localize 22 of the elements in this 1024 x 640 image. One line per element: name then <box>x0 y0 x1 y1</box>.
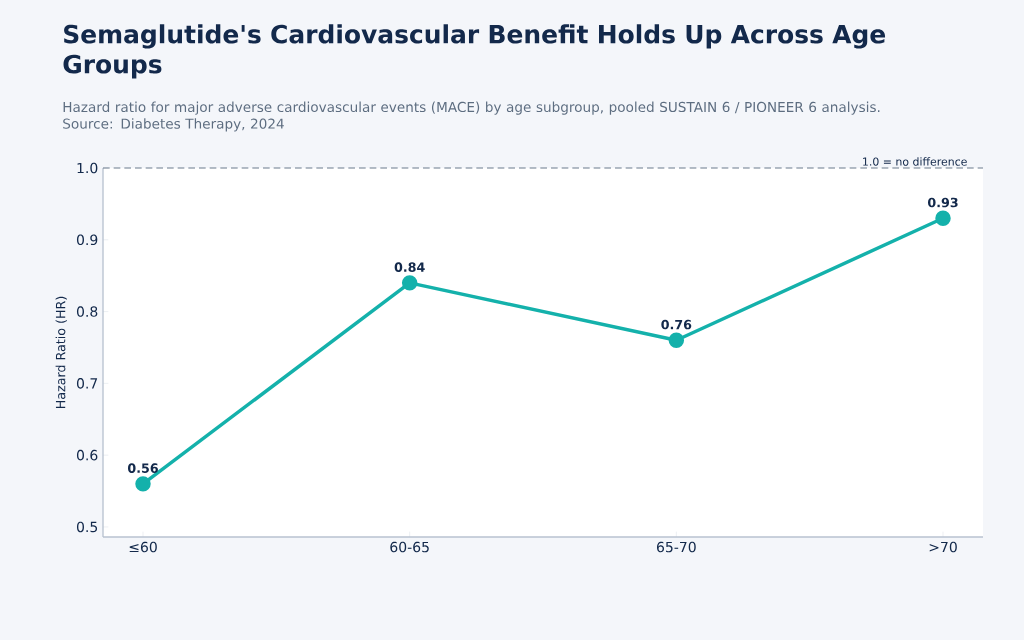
y-axis-title: Hazard Ratio (HR) <box>55 296 67 409</box>
data-label: 0.76 <box>661 319 692 330</box>
y-tick-label: 0.8 <box>76 306 98 317</box>
x-tick-label: ≤60 <box>129 541 157 553</box>
point <box>401 275 418 291</box>
data-label: 0.84 <box>394 262 425 272</box>
x-tick-label: 60-65 <box>390 541 429 553</box>
y-tick-label: 1.0 <box>77 162 98 174</box>
point <box>668 332 685 349</box>
chart-title: Semaglutide's Cardiovascular Benefit Holds Up Across Age Groups <box>63 24 886 79</box>
y-tick-label: 0.9 <box>76 234 98 246</box>
point <box>135 476 151 492</box>
x-tick-label: >70 <box>929 541 957 553</box>
y-tick-label: 0.5 <box>76 521 98 533</box>
point <box>935 210 951 226</box>
x-tick-label: 65-70 <box>656 541 696 553</box>
y-tick-label: 0.6 <box>76 449 98 461</box>
chart-subtitle: Hazard ratio for major adverse cardiovascular events (MACE) by age subgroup, pooled SUSTAIN 6 / PIONEER 6 analysis. Source: Diabetes Therapy, 2024 <box>63 101 880 132</box>
data-label: 0.93 <box>927 197 958 208</box>
ref-line-label: 1.0 = no difference <box>863 157 967 166</box>
y-tick-label: 0.7 <box>76 378 98 389</box>
data-label: 0.56 <box>127 463 158 473</box>
